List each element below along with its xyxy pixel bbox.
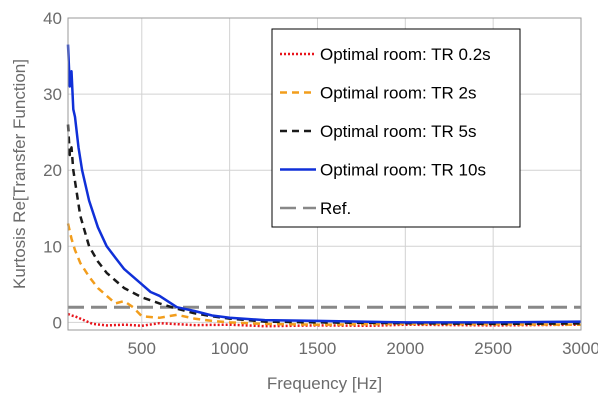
legend-label-4: Optimal room: TR 10s: [320, 161, 486, 180]
legend-label-2: Optimal room: TR 2s: [320, 84, 477, 103]
x-tick-label: 500: [128, 339, 156, 358]
x-tick-label: 3000: [562, 339, 598, 358]
y-tick-label: 0: [53, 313, 62, 332]
x-tick-label: 2000: [386, 339, 424, 358]
x-tick-label: 1500: [299, 339, 337, 358]
x-axis-title: Frequency [Hz]: [267, 374, 382, 393]
x-tick-label: 2500: [474, 339, 512, 358]
plot-frame: [67, 17, 582, 331]
y-tick-label: 20: [43, 161, 62, 180]
y-tick-label: 10: [43, 237, 62, 256]
legend-box: [271, 28, 521, 228]
tick-labels: 500 1000 1500 2000 2500 3000 0 10 20 30 40: [43, 9, 598, 358]
series-layer: [66, 44, 582, 328]
legend-label-5: Ref.: [320, 199, 351, 218]
series-line-2: [66, 223, 582, 326]
legend: Optimal room: TR 0.2s Optimal room: TR 2s…: [271, 28, 521, 228]
series-line-3: [66, 124, 582, 326]
series-line-4: [66, 44, 582, 324]
legend-label-1: Optimal room: TR 0.2s: [320, 45, 491, 64]
series-line-1: [67, 312, 582, 328]
legend-label-3: Optimal room: TR 5s: [320, 122, 477, 141]
x-tick-label: 1000: [211, 339, 249, 358]
y-tick-label: 30: [43, 85, 62, 104]
y-tick-label: 40: [43, 9, 62, 28]
y-axis-title: Kurtosis Re[Transfer Function]: [10, 59, 29, 289]
